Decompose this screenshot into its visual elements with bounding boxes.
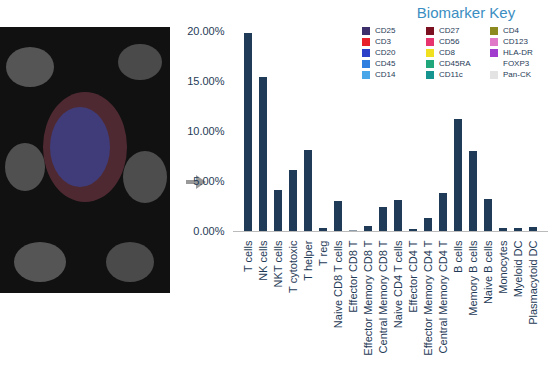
svg-text:T helper: T helper [302, 240, 314, 280]
html-text:CD123: CD123 [503, 37, 528, 46]
svg-text:NK cells: NK cells [257, 240, 269, 281]
svg-text:T cells: T cells [242, 240, 254, 272]
svg-text:Naive B cells: Naive B cells [482, 240, 494, 304]
html-text:CD56: CD56 [439, 37, 460, 46]
svg-text:20.00%: 20.00% [187, 25, 225, 37]
html-text:CD14: CD14 [375, 70, 396, 79]
html-text:CD20: CD20 [375, 48, 396, 57]
svg-text:B cells: B cells [452, 240, 464, 273]
svg-text:NKT cells: NKT cells [272, 240, 284, 287]
svg-text:Effector CD4 T: Effector CD4 T [407, 240, 419, 313]
html-text:CD3: CD3 [375, 37, 391, 46]
html-text:CD27: CD27 [439, 26, 460, 35]
html-text:CD45: CD45 [375, 59, 396, 68]
svg-text:T cytotoxic: T cytotoxic [287, 240, 299, 293]
svg-text:Effector CD8 T: Effector CD8 T [347, 240, 359, 313]
svg-text:Plasmacytoid DC: Plasmacytoid DC [527, 240, 539, 324]
svg-text:Monocytes: Monocytes [497, 240, 509, 294]
svg-text:Naive CD8 T cells: Naive CD8 T cells [332, 240, 344, 328]
svg-text:Myeloid DC: Myeloid DC [512, 240, 524, 297]
svg-text:Effector Memory CD8 T: Effector Memory CD8 T [362, 240, 374, 355]
html-text:Biomarker Key: Biomarker Key [416, 4, 516, 21]
html-text:CD25: CD25 [375, 26, 396, 35]
svg-text:Memory B cells: Memory B cells [467, 240, 479, 316]
svg-text:0.00%: 0.00% [193, 225, 224, 237]
svg-text:Central Memory CD4 T: Central Memory CD4 T [437, 240, 449, 353]
svg-text:Effector Memory CD4 T: Effector Memory CD4 T [422, 240, 434, 355]
html-text:CD11c: CD11c [439, 70, 463, 79]
svg-text:10.00%: 10.00% [187, 125, 225, 137]
html-text:HLA-DR: HLA-DR [503, 48, 533, 57]
html-text:CD45RA: CD45RA [439, 59, 471, 68]
html-text:CD4: CD4 [503, 26, 519, 35]
html-text:CD8: CD8 [439, 48, 455, 57]
svg-text:T reg: T reg [317, 241, 329, 266]
svg-text:Naive CD4 T cells: Naive CD4 T cells [392, 240, 404, 328]
html-text:Pan-CK: Pan-CK [503, 70, 531, 79]
html-text:FOXP3: FOXP3 [503, 59, 530, 68]
svg-text:Central Memory CD8 T: Central Memory CD8 T [377, 240, 389, 353]
svg-text:5.00%: 5.00% [193, 175, 224, 187]
svg-text:15.00%: 15.00% [187, 75, 225, 87]
